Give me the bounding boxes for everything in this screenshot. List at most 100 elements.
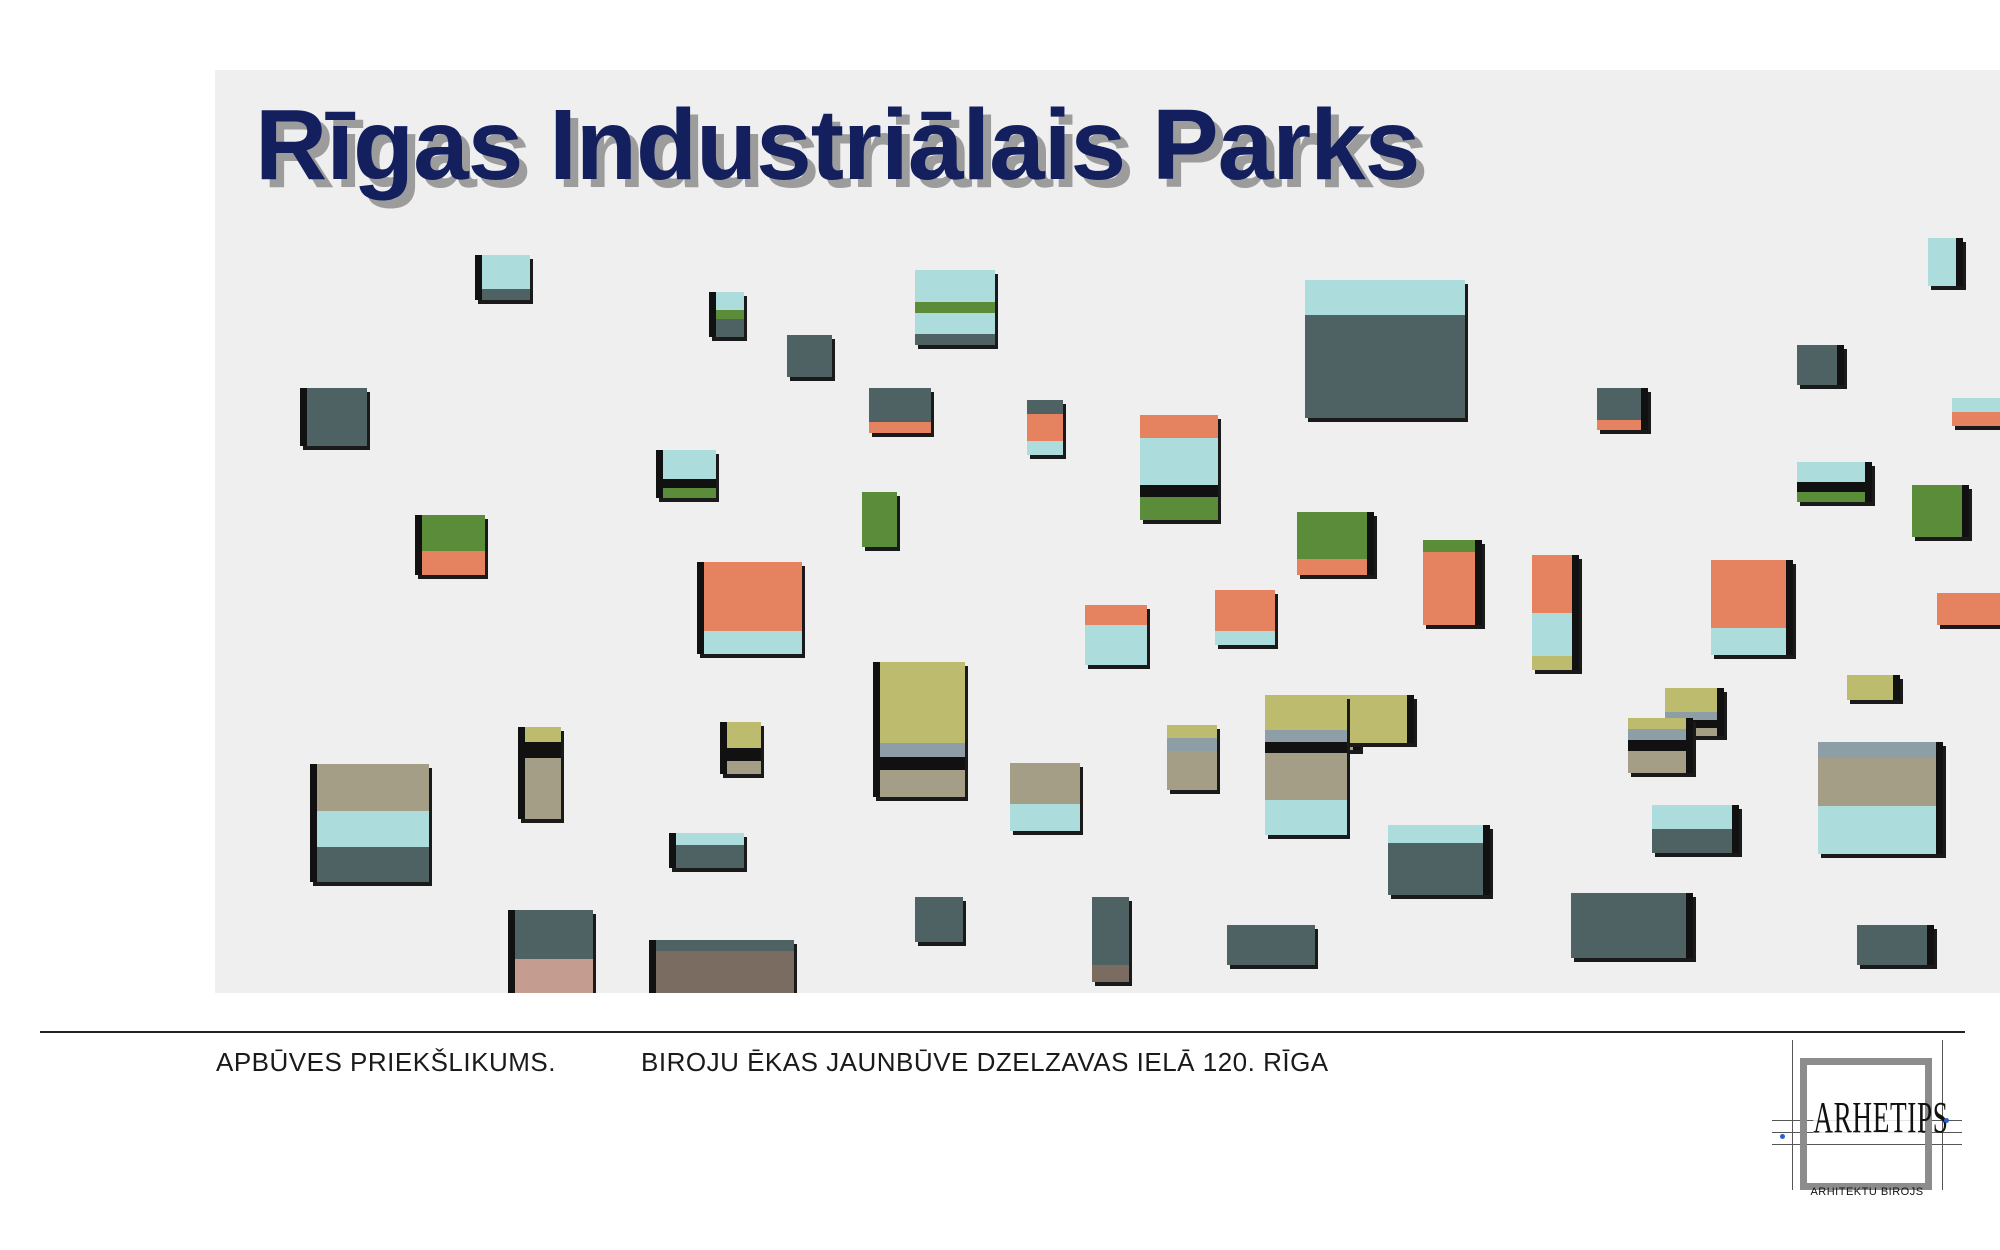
window-pane <box>727 761 761 774</box>
window-pane <box>1010 763 1080 804</box>
window-pane <box>1628 718 1686 729</box>
window-pane <box>656 951 794 993</box>
window-pane <box>1952 398 2000 412</box>
facade-window <box>1265 695 1347 835</box>
facade-window <box>873 662 965 797</box>
facade-window <box>1092 897 1129 982</box>
facade-window <box>1305 280 1465 418</box>
window-pane <box>1167 751 1217 790</box>
window-pane <box>1140 485 1218 497</box>
window-pane <box>1797 482 1865 492</box>
window-pane <box>317 811 429 847</box>
window-pane <box>1388 842 1483 895</box>
facade-window <box>709 292 744 337</box>
window-pane <box>1297 559 1367 575</box>
window-pane <box>1265 753 1347 801</box>
window-pane <box>1423 552 1475 625</box>
page-title: Rīgas Industriālais Parks <box>255 89 1420 201</box>
facade-window <box>1628 718 1693 773</box>
window-pane <box>422 515 485 551</box>
window-pane <box>1597 419 1641 430</box>
window-pane <box>1167 725 1217 738</box>
window-pane <box>663 478 716 489</box>
window-pane <box>716 310 744 319</box>
window-pane <box>880 756 965 770</box>
window-pane <box>704 562 802 631</box>
window-pane <box>1665 688 1717 712</box>
facade-window <box>415 515 485 575</box>
window-pane <box>1797 345 1837 385</box>
facade-window <box>1027 400 1063 455</box>
window-pane <box>525 742 561 758</box>
window-pane <box>1085 625 1147 665</box>
window-pane <box>1818 758 1936 806</box>
window-pane <box>1628 740 1686 751</box>
window-pane <box>1937 593 2000 625</box>
window-pane <box>1085 605 1147 625</box>
window-pane <box>880 770 965 797</box>
facade-window <box>1532 555 1579 670</box>
facade-window <box>1227 925 1315 965</box>
facade-window <box>1857 925 1934 965</box>
window-pane <box>915 270 995 303</box>
window-pane <box>1952 412 2000 426</box>
facade-elevation: Rīgas Industriālais Parks <box>215 70 2000 993</box>
window-pane <box>862 492 897 547</box>
facade-window <box>300 388 367 446</box>
window-pane <box>1423 540 1475 553</box>
window-pane <box>1628 751 1686 773</box>
window-pane <box>1847 675 1893 700</box>
window-pane <box>482 288 530 300</box>
window-pane <box>307 388 367 446</box>
arhetips-logo: ARHETIPS ARHITEKTU BIROJS <box>1772 1036 1962 1218</box>
window-pane <box>1265 730 1347 742</box>
facade-window <box>869 388 931 433</box>
window-pane <box>1305 280 1465 315</box>
window-pane <box>1652 829 1732 853</box>
facade-window <box>1952 398 2000 426</box>
logo-subtitle: ARHITEKTU BIROJS <box>1810 1186 1924 1198</box>
window-pane <box>915 312 995 335</box>
window-pane <box>880 743 965 757</box>
facade-window <box>1297 512 1374 575</box>
window-pane <box>1532 612 1572 656</box>
window-pane <box>482 255 530 289</box>
window-pane <box>1265 695 1347 730</box>
facade-window <box>915 897 963 942</box>
window-pane <box>1215 590 1275 632</box>
window-pane <box>716 319 744 337</box>
facade-window <box>508 910 593 993</box>
window-pane <box>1571 893 1686 958</box>
window-pane <box>1388 825 1483 843</box>
footer-left-caption: APBŪVES PRIEKŠLIKUMS. <box>216 1047 556 1077</box>
window-pane <box>1597 388 1641 420</box>
window-pane <box>880 662 965 743</box>
facade-window <box>669 833 744 868</box>
window-pane <box>915 302 995 313</box>
facade-window <box>1797 462 1872 502</box>
window-pane <box>422 551 485 575</box>
facade-window <box>475 255 530 300</box>
window-pane <box>869 388 931 422</box>
window-pane <box>1092 897 1129 965</box>
window-pane <box>663 488 716 498</box>
facade-window <box>656 450 716 498</box>
facade-window <box>310 764 429 882</box>
window-pane <box>317 846 429 882</box>
window-pane <box>1297 512 1367 560</box>
facade-window <box>1215 590 1275 645</box>
window-pane <box>1265 800 1347 835</box>
facade-window <box>1167 725 1217 790</box>
window-pane <box>1010 803 1080 831</box>
facade-window <box>1797 345 1844 385</box>
window-pane <box>1265 741 1347 754</box>
window-pane <box>1027 400 1063 414</box>
window-pane <box>787 335 832 377</box>
window-pane <box>525 757 561 819</box>
window-pane <box>1711 627 1786 655</box>
facade-window <box>787 335 832 377</box>
window-pane <box>1857 925 1927 965</box>
window-pane <box>1912 485 1962 537</box>
facade-window <box>1085 605 1147 665</box>
window-pane <box>1628 729 1686 740</box>
